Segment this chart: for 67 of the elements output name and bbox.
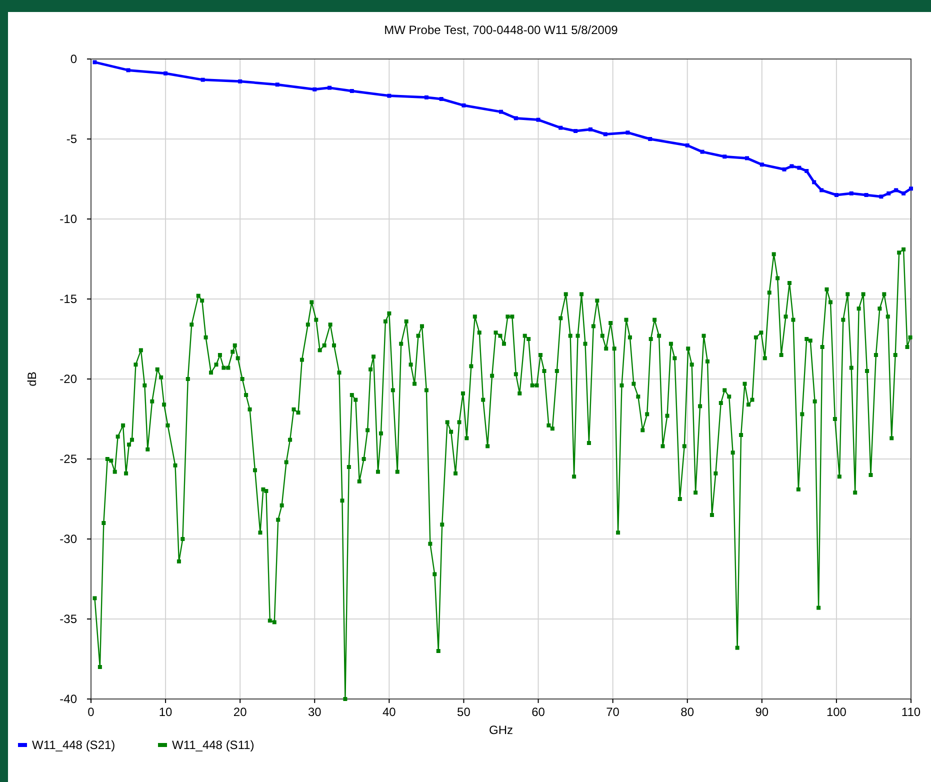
y-tick-label: -5: [66, 132, 78, 146]
y-axis-title: dB: [25, 372, 39, 386]
point: [700, 150, 704, 154]
point: [886, 191, 891, 196]
legend-label: W11_448 (S11): [172, 738, 254, 752]
point: [648, 137, 652, 141]
point: [849, 191, 854, 196]
point: [387, 94, 392, 98]
point: [782, 167, 786, 172]
point: [603, 132, 608, 136]
point: [588, 127, 592, 132]
point: [745, 156, 749, 160]
point: [439, 97, 444, 101]
point: [820, 188, 824, 192]
point: [558, 126, 563, 130]
point: [812, 180, 816, 184]
point: [350, 89, 354, 93]
point: [462, 103, 466, 108]
x-tick-label: 0: [88, 705, 95, 719]
x-axis-title: GHz: [489, 723, 513, 737]
point: [499, 110, 503, 114]
legend-label: W11_448 (S21): [32, 738, 116, 752]
point: [909, 186, 913, 191]
point: [760, 162, 764, 167]
point: [804, 169, 809, 173]
point: [312, 87, 317, 92]
y-tick-label: -30: [60, 532, 78, 546]
x-tick-label: 70: [606, 705, 620, 719]
x-tick-label: 100: [826, 705, 847, 719]
point: [834, 193, 838, 197]
point: [424, 95, 428, 100]
x-tick-label: 20: [233, 705, 248, 719]
point: [200, 78, 205, 82]
y-tick-label: -35: [60, 612, 78, 626]
y-tick-label: -15: [60, 292, 78, 306]
point: [797, 166, 802, 170]
y-tick-label: -25: [60, 452, 78, 466]
point: [879, 194, 884, 199]
point: [894, 188, 898, 192]
point: [626, 130, 630, 135]
x-tick-label: 60: [532, 705, 546, 719]
x-tick-label: 90: [755, 705, 769, 719]
y-tick-label: 0: [70, 52, 78, 66]
point: [685, 143, 690, 148]
x-tick-label: 80: [680, 705, 694, 719]
point: [574, 129, 578, 133]
point: [126, 68, 130, 72]
point: [864, 193, 868, 197]
point: [902, 191, 906, 196]
point: [164, 71, 168, 76]
x-tick-label: 50: [457, 705, 471, 719]
point: [275, 82, 280, 87]
point: [536, 118, 540, 122]
point: [238, 79, 242, 84]
x-tick-label: 10: [158, 705, 173, 719]
x-tick-label: 110: [901, 705, 921, 719]
point: [790, 164, 794, 168]
y-tick-label: -40: [60, 692, 78, 706]
chart-title: MW Probe Test, 700-0448-00 W11 5/8/2009: [384, 23, 618, 37]
point: [514, 116, 518, 120]
y-tick-label: -20: [60, 372, 78, 386]
point: [328, 86, 332, 90]
x-tick-label: 30: [308, 705, 322, 719]
x-tick-label: 40: [382, 705, 396, 719]
y-tick-label: -10: [60, 212, 78, 226]
point: [722, 154, 727, 159]
point: [92, 60, 97, 64]
